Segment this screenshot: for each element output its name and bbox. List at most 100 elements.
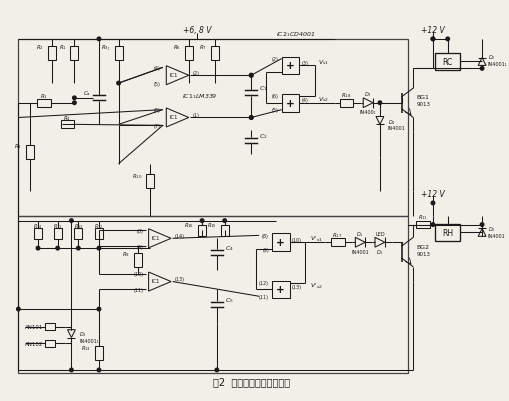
Text: $R_{11}$: $R_{11}$ xyxy=(417,213,428,222)
Text: (5): (5) xyxy=(271,108,278,113)
Text: (11): (11) xyxy=(259,294,268,299)
Bar xyxy=(18,40,408,216)
Text: $C_a$: $C_a$ xyxy=(83,89,91,98)
Bar xyxy=(281,95,299,112)
Bar xyxy=(18,216,408,373)
Bar xyxy=(415,221,429,229)
Text: $R_{13}$: $R_{13}$ xyxy=(73,221,83,231)
Bar xyxy=(34,228,42,240)
Bar xyxy=(220,225,228,237)
Circle shape xyxy=(222,219,226,223)
Text: $R_{15}$: $R_{15}$ xyxy=(207,221,216,229)
Text: (13): (13) xyxy=(174,276,184,282)
Text: (1): (1) xyxy=(192,113,199,118)
Text: $R_{18}$: $R_{18}$ xyxy=(341,91,351,100)
Bar xyxy=(53,228,62,240)
Text: (9): (9) xyxy=(136,244,143,249)
Circle shape xyxy=(97,308,100,311)
Bar xyxy=(70,47,78,61)
Text: $R_4$: $R_4$ xyxy=(63,114,71,123)
Text: (2): (2) xyxy=(271,57,278,62)
Text: +12 V: +12 V xyxy=(420,26,444,34)
Bar xyxy=(45,324,54,330)
Circle shape xyxy=(72,97,76,100)
Text: (12): (12) xyxy=(259,280,268,286)
Text: (5): (5) xyxy=(154,81,160,86)
Text: $C_4$: $C_4$ xyxy=(224,243,233,252)
Text: (7): (7) xyxy=(154,124,160,128)
Bar xyxy=(434,53,460,71)
Text: $R_{3_1}$: $R_{3_1}$ xyxy=(101,43,110,53)
Text: $R_2$: $R_2$ xyxy=(36,43,44,52)
Text: IC1: IC1 xyxy=(151,278,160,284)
Text: LED: LED xyxy=(374,231,384,236)
Circle shape xyxy=(249,116,252,120)
Circle shape xyxy=(36,247,40,250)
Text: IN4001: IN4001 xyxy=(487,233,505,238)
Circle shape xyxy=(430,202,434,205)
Text: BG1: BG1 xyxy=(415,95,428,100)
Text: (8): (8) xyxy=(136,229,143,233)
Bar xyxy=(339,99,353,107)
Circle shape xyxy=(17,308,20,311)
Text: 9013: 9013 xyxy=(415,102,430,107)
Text: (14): (14) xyxy=(174,233,184,238)
Circle shape xyxy=(70,219,73,223)
Bar xyxy=(185,47,193,61)
Circle shape xyxy=(445,38,448,42)
Text: $R_{14}$: $R_{14}$ xyxy=(33,221,43,231)
Text: (3): (3) xyxy=(301,61,307,66)
Circle shape xyxy=(97,247,100,250)
Text: RH: RH xyxy=(441,228,453,237)
Text: IC1: IC1 xyxy=(169,115,178,119)
Text: $R_7$: $R_7$ xyxy=(199,43,207,52)
Bar xyxy=(271,234,289,251)
Text: AN101: AN101 xyxy=(25,324,44,329)
Text: +: + xyxy=(286,99,294,108)
Text: $R_{11}$: $R_{11}$ xyxy=(53,221,62,231)
Circle shape xyxy=(430,38,434,42)
Bar xyxy=(146,175,154,189)
Text: $V_{s1}$: $V_{s1}$ xyxy=(318,58,328,67)
Text: $V'_{s1}$: $V'_{s1}$ xyxy=(309,234,322,243)
Bar xyxy=(37,99,51,107)
Text: 图2  电子温控器工作原理图: 图2 电子温控器工作原理图 xyxy=(212,376,289,386)
Text: RC: RC xyxy=(442,58,452,67)
Text: IC1: IC1 xyxy=(151,235,160,240)
Bar xyxy=(330,239,344,247)
Circle shape xyxy=(70,368,73,372)
Circle shape xyxy=(249,74,252,78)
Circle shape xyxy=(249,74,252,78)
Text: $V_{s2}$: $V_{s2}$ xyxy=(318,95,328,104)
Text: $R_{10}$: $R_{10}$ xyxy=(131,172,142,180)
Circle shape xyxy=(430,38,434,42)
Circle shape xyxy=(200,219,204,223)
Bar xyxy=(95,228,103,240)
Text: $R_6$: $R_6$ xyxy=(173,43,181,52)
Circle shape xyxy=(117,82,120,86)
Text: (6): (6) xyxy=(154,108,160,113)
Bar xyxy=(134,253,142,267)
Text: (10): (10) xyxy=(291,237,301,242)
Text: $D_6$: $D_6$ xyxy=(487,225,495,233)
Text: IN4001₁: IN4001₁ xyxy=(79,338,99,343)
Circle shape xyxy=(479,223,483,227)
Circle shape xyxy=(97,38,100,42)
Text: +6, 8 V: +6, 8 V xyxy=(183,26,211,34)
Bar xyxy=(271,281,289,298)
Bar xyxy=(74,228,82,240)
Text: IN4001: IN4001 xyxy=(387,126,405,130)
Circle shape xyxy=(215,368,218,372)
Text: (6): (6) xyxy=(271,94,278,99)
Bar xyxy=(45,340,54,347)
Bar xyxy=(211,47,218,61)
Text: $V'_{s2}$: $V'_{s2}$ xyxy=(309,281,322,291)
Text: +: + xyxy=(276,285,285,295)
Text: $R_{17}$: $R_{17}$ xyxy=(332,230,342,239)
Text: $R_{13}$: $R_{13}$ xyxy=(81,343,91,352)
Text: $R_1$: $R_1$ xyxy=(40,92,48,101)
Text: 9013: 9013 xyxy=(415,251,430,256)
Text: (2): (2) xyxy=(192,71,199,76)
Circle shape xyxy=(56,247,60,250)
Bar xyxy=(281,57,299,75)
